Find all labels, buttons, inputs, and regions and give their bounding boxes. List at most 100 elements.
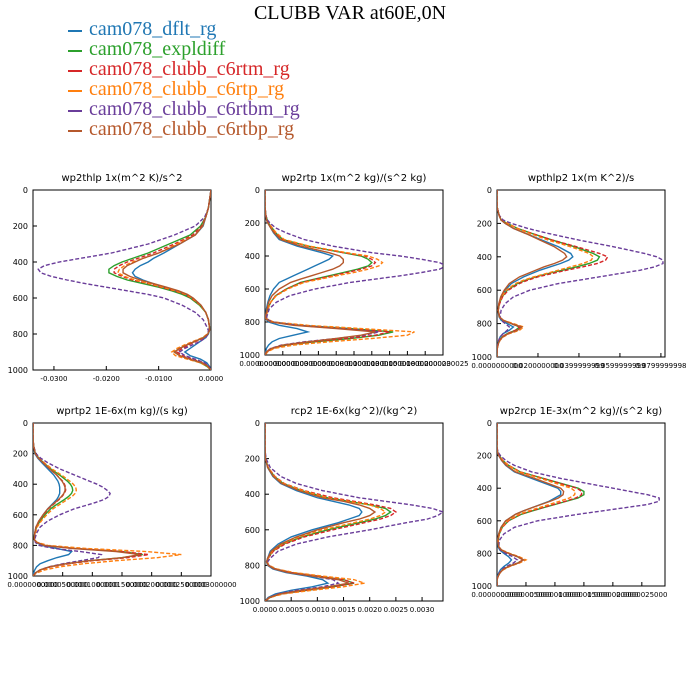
x-tick-label: -0.0100 xyxy=(145,375,172,383)
x-tick-label: 0.0000000003 xyxy=(257,360,308,368)
x-tick-label: 0.0003000000 xyxy=(185,581,236,589)
series-line xyxy=(131,190,211,370)
x-tick-label: 0.0030 xyxy=(410,606,435,614)
y-tick-label: 200 xyxy=(13,222,28,231)
legend-label: cam078_clubb_c6rtbm_rg xyxy=(89,98,300,120)
series-line xyxy=(37,190,211,370)
x-tick-label: 0.0000000000 xyxy=(471,362,522,370)
series-line xyxy=(33,423,140,576)
legend-swatch xyxy=(68,50,82,52)
x-tick-label: 0.0010 xyxy=(305,606,330,614)
y-tick-label: 400 xyxy=(477,253,492,262)
x-tick-label: -0.0300 xyxy=(40,375,67,383)
y-tick-label: 800 xyxy=(245,318,260,327)
legend-label: cam078_clubb_c6rtp_rg xyxy=(89,78,285,100)
figure-title: CLUBB VAR at60E,0N xyxy=(253,2,447,24)
y-tick-label: 0 xyxy=(487,186,492,195)
series-line xyxy=(497,190,574,357)
x-tick-label: 0.0000015000 xyxy=(558,591,609,599)
panel: wp2rcp 1E-3x(m^2 kg)/(s^2 kg) 0 200 400 600 8… xyxy=(471,406,667,599)
x-tick-label: 0.0200000000 xyxy=(512,362,563,370)
panel: wp2thlp 1x(m^2 K)/s^2 0 200 400 600 800 1000 -0… xyxy=(8,173,224,383)
x-tick-label: 0.0000 xyxy=(253,606,278,614)
series-line xyxy=(497,423,565,586)
y-tick-label: 0 xyxy=(23,419,28,428)
y-tick-label: 600 xyxy=(245,285,260,294)
y-tick-label: 600 xyxy=(13,294,28,303)
panel: rcp2 1E-6x(kg^2)/(kg^2) 0 200 400 600 800 1000… xyxy=(240,406,444,614)
x-tick-label: 0.0599999999 xyxy=(594,362,645,370)
series-line xyxy=(33,423,73,576)
x-tick-label: 0.0000005000 xyxy=(500,591,551,599)
panel-title: wp2rtp 1x(m^2 kg)/(s^2 kg) xyxy=(282,173,427,184)
x-tick-label: 0.0000 xyxy=(199,375,224,383)
x-tick-label: 0.0000000000 xyxy=(7,581,58,589)
x-tick-label: 0.0002000000 xyxy=(126,581,177,589)
x-tick-label: 0.0000000010 xyxy=(311,360,362,368)
x-tick-label: 0.0001500000 xyxy=(96,581,147,589)
y-tick-label: 400 xyxy=(245,490,260,499)
x-tick-label: 0.0799999998 xyxy=(635,362,686,370)
y-tick-label: 1000 xyxy=(8,366,28,375)
y-tick-label: 400 xyxy=(13,258,28,267)
plot-frame xyxy=(32,189,212,371)
y-tick-label: 600 xyxy=(245,526,260,535)
y-tick-label: 0 xyxy=(487,419,492,428)
series-line xyxy=(265,190,376,355)
y-tick-label: 800 xyxy=(477,320,492,329)
x-tick-label: 0.0000000008 xyxy=(293,360,344,368)
series-line xyxy=(265,423,443,601)
y-tick-label: 800 xyxy=(13,330,28,339)
panel-title: wprtp2 1E-6x(m kg)/(s kg) xyxy=(56,406,188,417)
x-tick-label: 0.0000020000 xyxy=(587,591,638,599)
legend-label: cam078_clubb_c6rtbp_rg xyxy=(89,118,295,140)
y-tick-label: 200 xyxy=(13,450,28,459)
y-tick-label: 1000 xyxy=(240,597,260,606)
x-tick-label: 0.0020 xyxy=(357,606,382,614)
series-line xyxy=(122,190,211,370)
y-tick-label: 1000 xyxy=(472,582,492,591)
panel-title: rcp2 1E-6x(kg^2)/(kg^2) xyxy=(291,406,418,417)
x-tick-label: 0.0000000000 xyxy=(471,591,522,599)
y-tick-label: 600 xyxy=(477,286,492,295)
y-tick-label: 1000 xyxy=(472,353,492,362)
plot-frame xyxy=(496,189,666,358)
panel: wpthlp2 1x(m K^2)/s 0 200 400 600 800 10000.00… xyxy=(471,173,686,370)
y-tick-label: 800 xyxy=(13,541,28,550)
y-tick-label: 800 xyxy=(245,561,260,570)
panel-title: wp2rcp 1E-3x(m^2 kg)/(s^2 kg) xyxy=(500,406,663,417)
legend-swatch xyxy=(68,90,82,92)
x-tick-label: 0.0000000013 xyxy=(328,360,379,368)
panel: wp2rtp 1x(m^2 kg)/(s^2 kg) 0 200 400 600 800 1… xyxy=(239,173,468,368)
series-line xyxy=(497,190,595,357)
y-tick-label: 400 xyxy=(477,484,492,493)
y-tick-label: 600 xyxy=(477,517,492,526)
plot-frame xyxy=(264,422,444,602)
legend-swatch xyxy=(68,30,82,32)
y-tick-label: 800 xyxy=(477,549,492,558)
panel: wprtp2 1E-6x(m kg)/(s kg) 0 200 400 600 800 10… xyxy=(7,406,236,589)
legend-label: cam078_dflt_rg xyxy=(89,18,217,40)
x-tick-label: 0.0000000000 xyxy=(239,360,290,368)
legend-label: cam078_clubb_c6rtm_rg xyxy=(89,58,290,80)
y-tick-label: 200 xyxy=(477,452,492,461)
x-tick-label: 0.0001000000 xyxy=(67,581,118,589)
x-tick-label: 0.0000000023 xyxy=(400,360,451,368)
x-tick-label: 0.0399999999 xyxy=(553,362,604,370)
y-tick-label: 400 xyxy=(245,252,260,261)
panel-title: wp2thlp 1x(m^2 K)/s^2 xyxy=(61,173,182,184)
y-tick-label: 0 xyxy=(255,419,260,428)
legend-swatch xyxy=(68,110,82,112)
series-line xyxy=(497,190,664,357)
legend-label: cam078_expldiff xyxy=(89,38,226,60)
x-tick-label: 0.0025 xyxy=(384,606,409,614)
x-tick-label: 0.0005 xyxy=(279,606,304,614)
legend-swatch xyxy=(68,70,82,72)
y-tick-label: 200 xyxy=(245,455,260,464)
series-line xyxy=(497,190,568,357)
y-tick-label: 0 xyxy=(255,186,260,195)
x-tick-label: 0.0000000005 xyxy=(275,360,326,368)
x-tick-label: 0.0000010000 xyxy=(529,591,580,599)
series-line xyxy=(265,423,398,601)
